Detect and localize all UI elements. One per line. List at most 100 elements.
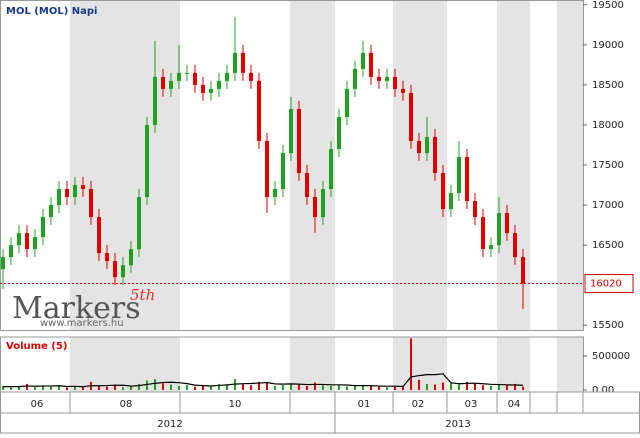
- candle-body: [489, 245, 493, 250]
- volume-bar: [402, 386, 404, 390]
- candle-body: [73, 185, 77, 198]
- volume-bar: [218, 383, 220, 390]
- volume-bar: [466, 381, 468, 390]
- candle-body: [33, 237, 37, 250]
- volume-bar: [282, 385, 284, 390]
- y-tick-label: 17500: [592, 160, 624, 171]
- candle-body: [273, 189, 277, 198]
- volume-tick-label: 0.00: [592, 385, 614, 396]
- watermark-edition: 5th: [130, 286, 155, 304]
- candle-body: [49, 205, 53, 218]
- year-label: 2012: [157, 419, 182, 430]
- volume-bar: [194, 386, 196, 390]
- volume-bar: [298, 384, 300, 390]
- candle-body: [233, 52, 237, 73]
- volume-bar: [170, 384, 172, 390]
- candle-body: [25, 233, 29, 250]
- candle-body: [497, 213, 501, 246]
- volume-bar: [274, 385, 276, 390]
- candle-body: [481, 217, 485, 250]
- candle-body: [193, 72, 197, 85]
- volume-bar: [490, 385, 492, 390]
- volume-bar: [394, 385, 396, 390]
- candle-body: [353, 68, 357, 89]
- candle-body: [505, 213, 509, 234]
- candle-body: [169, 80, 173, 89]
- volume-bar: [202, 385, 204, 390]
- candle-body: [97, 217, 101, 254]
- candle-body: [1, 257, 5, 270]
- volume-bar: [18, 386, 20, 390]
- month-bands: [70, 0, 583, 392]
- band: [557, 337, 583, 392]
- volume-bar: [2, 385, 4, 390]
- y-tick-label: 19500: [592, 0, 624, 11]
- volume-bar: [418, 379, 420, 390]
- month-label: 04: [508, 399, 521, 410]
- volume-bar: [50, 386, 52, 390]
- volume-bar: [26, 383, 28, 390]
- candle-body: [329, 148, 333, 190]
- last-price-label: 16020: [590, 279, 622, 290]
- candle-body: [177, 72, 181, 81]
- candle-body: [417, 140, 421, 153]
- volume-bar: [362, 385, 364, 390]
- candle-body: [321, 189, 325, 218]
- last-price-box: [584, 274, 634, 294]
- candle-body: [433, 136, 437, 174]
- volume-bar: [386, 387, 388, 390]
- volume-average: [3, 373, 524, 388]
- volume-bar: [370, 385, 372, 390]
- candle-body: [185, 72, 189, 74]
- volume-bar: [210, 386, 212, 390]
- volume-bar: [154, 379, 156, 390]
- volume-bar: [458, 384, 460, 390]
- y-tick-label: 18500: [592, 80, 624, 91]
- volume-bar: [514, 383, 516, 390]
- candle-body: [425, 136, 429, 153]
- y-tick-label: 17000: [592, 200, 624, 211]
- candle-body: [121, 265, 125, 278]
- y-tick-label: 16500: [592, 240, 624, 251]
- candle-body: [465, 156, 469, 202]
- candle-body: [257, 80, 261, 141]
- volume-bar: [98, 385, 100, 390]
- volume-bar: [250, 385, 252, 390]
- band: [497, 0, 530, 330]
- candle-body: [105, 253, 109, 262]
- volume-bar: [426, 383, 428, 390]
- candle-body: [265, 140, 269, 198]
- candle-body: [473, 201, 477, 218]
- band: [497, 337, 530, 392]
- candle-body: [377, 76, 381, 81]
- candle-body: [385, 76, 389, 81]
- candle-body: [145, 124, 149, 198]
- candle-body: [457, 156, 461, 194]
- volume-bar: [10, 387, 12, 390]
- candle-body: [289, 108, 293, 153]
- candle-body: [153, 76, 157, 125]
- volume-bar: [434, 384, 436, 390]
- candle-body: [513, 233, 517, 258]
- volume-bar: [322, 385, 324, 390]
- y-tick-label: 18000: [592, 120, 624, 131]
- candle-body: [17, 233, 21, 246]
- y-tick-label: 15500: [592, 320, 624, 331]
- band: [70, 0, 180, 330]
- volume-bar: [58, 385, 60, 390]
- volume-bar: [346, 386, 348, 390]
- volume-bar: [522, 386, 524, 390]
- candle-body: [241, 52, 245, 73]
- volume-bar: [306, 385, 308, 390]
- candle-body: [41, 217, 45, 238]
- volume-bar: [66, 387, 68, 390]
- candle-body: [81, 185, 85, 190]
- candle-body: [129, 249, 133, 266]
- candle-body: [137, 197, 141, 250]
- volume-bar: [42, 385, 44, 390]
- candle-body: [225, 72, 229, 81]
- candle-body: [361, 52, 365, 69]
- candle-body: [521, 257, 525, 284]
- candle-body: [89, 189, 93, 218]
- band: [393, 0, 447, 330]
